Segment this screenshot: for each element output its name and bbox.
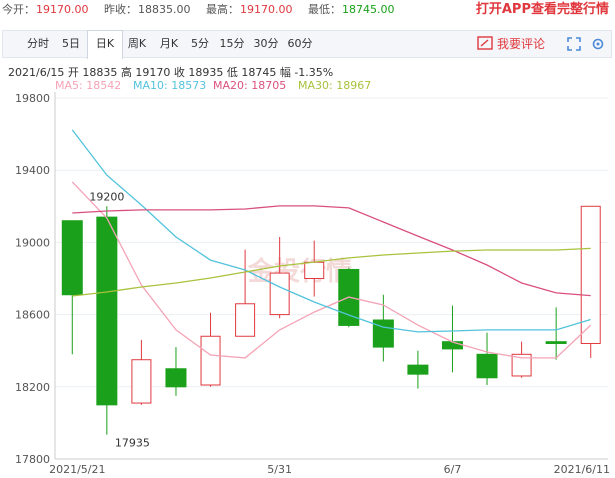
candle-body xyxy=(372,319,394,348)
period-tabs: 我要评论 分时 5日 日K 周K 月K 5分 15分 30分 60分 xyxy=(2,30,612,59)
x-tick-label: 2021/5/21 xyxy=(49,463,105,476)
y-tick-label: 19000 xyxy=(15,236,50,249)
watermark: 金投行情 xyxy=(247,256,352,287)
y-tick-label: 19800 xyxy=(15,92,50,105)
quote-label: 今开： xyxy=(2,3,35,16)
period-tab[interactable]: 15分 xyxy=(219,37,245,50)
ma-legend: MA30: 18967 xyxy=(298,79,371,92)
candle-body xyxy=(476,353,498,379)
comment-icon xyxy=(477,36,493,50)
comment-button[interactable]: 我要评论 xyxy=(477,31,545,57)
period-tab[interactable]: 日K xyxy=(87,30,123,59)
ma-legend: MA10: 18573 xyxy=(133,79,206,92)
y-tick-label: 17800 xyxy=(15,453,50,466)
low-label: 17935 xyxy=(115,437,150,450)
ma-line xyxy=(71,129,591,333)
candle-body xyxy=(441,341,463,350)
period-tab[interactable]: 30分 xyxy=(253,37,279,50)
y-tick-label: 19400 xyxy=(15,164,50,177)
quote-label: 昨收： xyxy=(104,3,137,16)
candle-body xyxy=(407,364,429,375)
y-tick-label: 18200 xyxy=(15,381,50,394)
quote-label: 最低： xyxy=(308,3,341,16)
info-line: 2021/6/15 开 18835 高 19170 收 18935 低 1874… xyxy=(8,66,334,79)
ma-line xyxy=(72,205,591,297)
quote-bar: 打开APP查看完整行情 今开： 19170.00 昨收： 18835.00 最高： 191… xyxy=(0,0,615,22)
y-tick-label: 18600 xyxy=(15,309,50,322)
x-tick-label: 6/7 xyxy=(444,463,462,476)
comment-label: 我要评论 xyxy=(496,37,545,51)
quote-value: 18745.00 xyxy=(342,3,395,16)
candle-body xyxy=(269,272,290,316)
candle-body xyxy=(131,359,152,404)
period-tab[interactable]: 5分 xyxy=(191,37,209,50)
ma-legend: MA20: 18705 xyxy=(213,79,286,92)
settings-icon[interactable] xyxy=(591,37,605,51)
app-link[interactable]: 打开APP查看完整行情 xyxy=(475,2,609,17)
period-tab[interactable]: 周K xyxy=(127,37,147,50)
period-tab[interactable]: 月K xyxy=(159,37,179,50)
ma-line xyxy=(72,247,591,297)
candle-body xyxy=(545,341,567,344)
candle-body xyxy=(96,216,118,406)
ma-legend: MA5: 18542 xyxy=(55,79,121,92)
candle-body xyxy=(165,368,187,388)
quote-value: 19170.00 xyxy=(36,3,89,16)
ma-line xyxy=(71,181,592,359)
quote-label: 最高： xyxy=(206,3,239,16)
quote-value: 19170.00 xyxy=(240,3,293,16)
candle-body xyxy=(338,268,360,326)
x-tick-label: 5/31 xyxy=(267,463,292,476)
candle-body xyxy=(235,303,256,337)
candle-body xyxy=(511,353,532,377)
candle-body xyxy=(200,335,221,386)
candle-body xyxy=(304,261,325,280)
quote-value: 18835.00 xyxy=(138,3,191,16)
x-tick-label: 2021/6/11 xyxy=(554,463,610,476)
period-tab[interactable]: 5日 xyxy=(62,37,80,50)
candle-body xyxy=(61,220,83,296)
period-tab[interactable]: 分时 xyxy=(27,37,49,50)
candle-body xyxy=(580,205,601,344)
high-label: 19200 xyxy=(89,190,124,203)
period-tab[interactable]: 60分 xyxy=(287,37,313,50)
fullscreen-icon[interactable] xyxy=(567,37,581,51)
